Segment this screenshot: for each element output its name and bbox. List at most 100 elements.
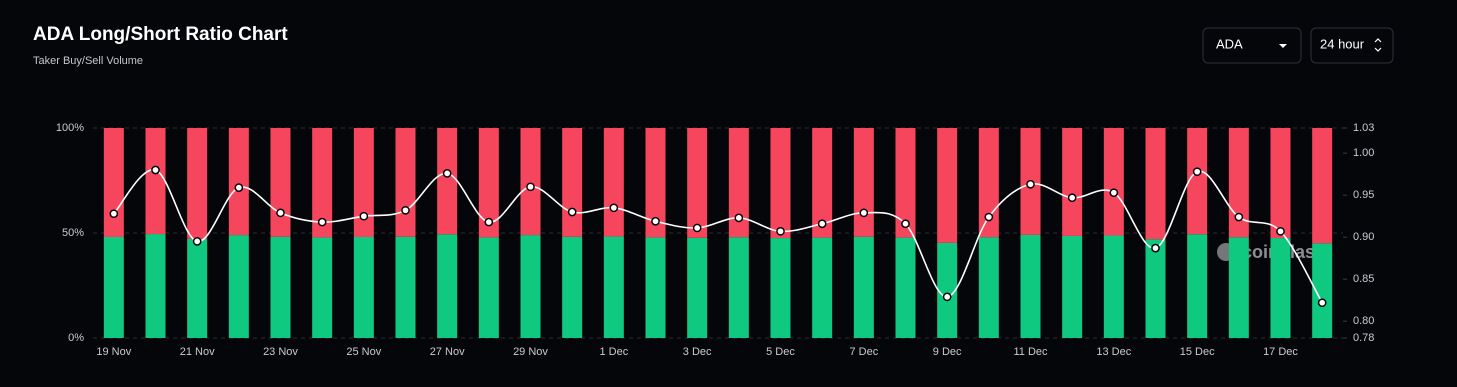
x-tick-label: 19 Nov [96,346,131,358]
bar-segment [103,128,124,237]
bar-segment [1187,128,1208,235]
bar-segment [520,235,541,338]
bar-segment [1062,128,1083,236]
bar-segment [1187,234,1208,338]
bar-segment [728,128,749,238]
chart-subtitle: Taker Buy/Sell Volume [33,55,143,67]
ratio-point [651,216,660,226]
bar-segment [145,234,166,338]
interval-dropdown[interactable]: 24 hour [1310,27,1394,64]
bar-segment [978,237,999,338]
bar-segment [270,236,291,338]
bar-segment [645,237,666,338]
bar-segment [895,237,916,338]
bar-segment [687,128,708,238]
bar-segment [228,128,249,236]
ratio-point [901,219,910,229]
bar-segment [603,128,624,237]
bar-segment [1103,235,1124,338]
ratio-point [1276,226,1285,236]
ratio-point [1317,298,1327,308]
bar-segment [1103,128,1124,236]
bar-segment [603,236,624,338]
x-tick-label: 15 Dec [1180,346,1215,358]
bar-segment [478,237,499,338]
bar-segment [937,242,958,338]
ratio-point [526,182,535,192]
bar-segment [1270,238,1291,338]
ratio-point [1192,167,1202,177]
bar-segment [1020,234,1041,338]
bar-segment [395,128,416,237]
bar-segment [812,237,833,338]
bar-segment [353,128,374,237]
ratio-point [942,292,952,302]
ratio-point [1234,212,1244,222]
x-tick-label: 11 Dec [1013,346,1048,358]
x-tick-label: 25 Nov [346,346,381,358]
bar-segment [728,237,749,338]
y2-tick-label: 0.95 [1353,189,1374,201]
bar-segment [687,237,708,338]
x-tick-label: 3 Dec [683,346,712,358]
bar-segment [645,128,666,238]
ratio-point [609,203,619,213]
bar-segment [853,128,874,237]
bar-segment [1228,128,1249,238]
bar-segment [520,128,541,236]
ratio-point [234,183,244,192]
bar-segment [853,236,874,338]
ratio-point [1067,193,1077,203]
bar-segment [312,237,333,338]
ratio-point [109,209,119,219]
bar-segment [812,128,833,238]
ratio-point [692,223,702,233]
dropdown-label[interactable]: ADA [1216,36,1243,51]
dropdown-caret[interactable] [1279,44,1287,48]
bar-segment [103,236,124,338]
y2-tick-label: 1.03 [1353,122,1374,134]
ratio-point [1109,188,1119,198]
x-tick-label: 5 Dec [766,346,795,358]
dropdown-caret[interactable] [1374,38,1382,52]
x-tick-label: 21 Nov [180,346,215,358]
y2-tick-label: 1.00 [1353,147,1374,159]
bar-segment [1145,128,1166,240]
ratio-point [1151,243,1160,253]
bar-segment [145,128,166,235]
x-tick-label: 7 Dec [849,346,878,358]
symbol-dropdown[interactable]: ADA [1202,27,1302,64]
dropdown-box[interactable] [1310,27,1394,64]
x-tick-label: 13 Dec [1096,346,1131,358]
dropdown-box[interactable] [1202,27,1302,64]
ratio-point [276,208,285,218]
ratio-point [151,165,160,175]
x-tick-label: 17 Dec [1263,346,1298,358]
ratio-point [776,226,785,236]
ratio-point [359,211,369,221]
ratio-point [1026,179,1035,189]
y2-tick-label: 0.85 [1353,273,1374,285]
ratio-line [113,169,1323,304]
bar-segment [1062,235,1083,338]
bar-segment [937,128,958,243]
bar-segment [187,128,208,239]
x-tick-label: 1 Dec [599,346,628,358]
bar-segment [1312,128,1333,244]
y-tick-label: 0% [68,332,84,344]
ratio-point [317,217,327,227]
dropdown-label[interactable]: 24 hour [1320,36,1365,51]
bar-segment [395,236,416,338]
bar-segment [562,128,583,237]
bar-segment [187,238,208,338]
bar-segment [437,234,458,338]
ratio-point [567,207,577,217]
ratio-point [859,208,869,218]
ratio-point [442,169,452,178]
ratio-point [817,219,827,229]
bar-segment [770,238,791,338]
bar-segment [1145,239,1166,338]
bar-segment [1270,128,1291,239]
bar-segment [770,128,791,239]
